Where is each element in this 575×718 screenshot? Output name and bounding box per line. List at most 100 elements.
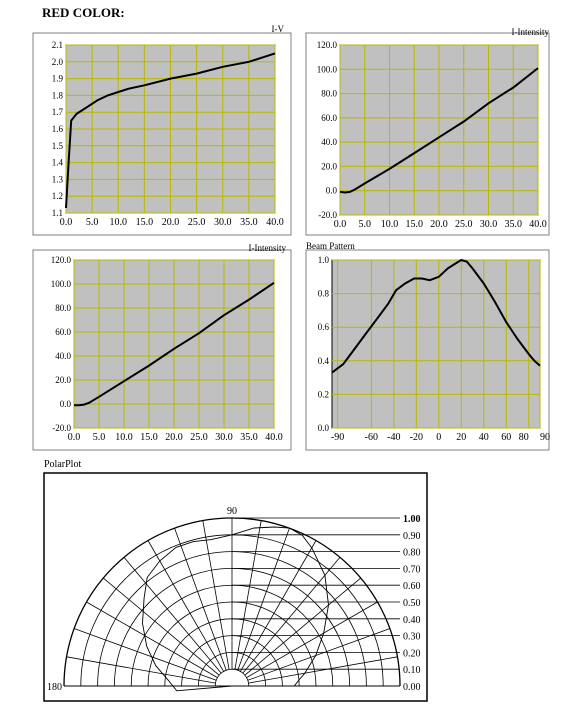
y-tick-label: 1.5 [52,141,64,151]
y-tick-label: 100.0 [51,279,72,289]
chart-title: Beam Pattern [306,241,355,251]
y-tick-label: 0.6 [318,322,330,332]
polar-spoke [202,520,230,670]
y-tick-label: 1.8 [52,90,64,100]
chart-title: I-V [272,24,285,34]
radial-label: 0.40 [403,615,421,626]
y-tick-label: 1.1 [52,208,63,218]
angle-label: 90 [227,506,237,517]
polar-spoke [242,557,341,674]
plot-area [331,259,541,429]
y-tick-label: 120.0 [51,255,72,265]
polar-spoke [86,601,218,678]
chart-title: PolarPlot [44,459,81,470]
y-tick-label: 120.0 [317,40,338,50]
x-tick-label: 30.0 [480,219,498,230]
chart-4: -90 -60 -40 -20 0 20 40 60 80 90 0.0 0.2 0.4 0.6 0.8 1.… [305,241,550,451]
x-tick-label: 15.0 [140,432,158,443]
y-tick-label: 1.6 [52,124,64,134]
x-tick-label: 25.0 [190,432,208,443]
polar-spoke [147,540,224,672]
chart-2: 0.0 5.0 10.0 15.0 20.0 25.0 30.0 35.0 40.0-20.00… [305,27,550,236]
x-tick-label: -40 [387,432,400,443]
x-tick-label: 20.0 [430,219,448,230]
y-tick-label: 0.8 [318,289,330,299]
y-tick-label: 20.0 [55,375,71,385]
x-tick-label: 5.0 [359,219,372,230]
radial-label: 0.90 [403,531,421,542]
x-tick-label: 35.0 [240,217,258,228]
x-tick-label: 80 [519,432,529,443]
angle-label: 180 [47,682,62,693]
x-tick-label: -90 [331,432,344,443]
y-tick-label: 0.0 [326,186,338,196]
x-tick-label: 30.0 [214,217,232,228]
polar-spoke [240,540,317,672]
y-tick-label: 0.2 [318,389,329,399]
y-tick-label: 0.0 [60,399,72,409]
polar-spoke [234,520,262,670]
x-tick-label: 60 [501,432,511,443]
x-tick-label: 25.0 [455,219,473,230]
polar-chart: PolarPlot 1.00 0.90 0.80 0.70 0.60 0.50 0.40 0.3… [43,459,428,702]
x-tick-label: 10.0 [115,432,133,443]
radial-label: 0.30 [403,632,421,643]
y-tick-label: 1.3 [52,174,64,184]
x-tick-label: 15.0 [136,217,154,228]
radial-label: 1.00 [403,514,421,525]
polar-spoke [244,577,361,676]
polar-series [142,526,329,692]
x-tick-label: 15.0 [406,219,424,230]
x-tick-label: 20.0 [165,432,183,443]
x-tick-label: 10.0 [110,217,128,228]
y-tick-label: -20.0 [318,210,337,220]
y-tick-label: 2.0 [52,57,64,67]
chart-title: I-Intensity [249,243,287,253]
x-tick-label: 10.0 [381,219,399,230]
y-tick-label: 60.0 [321,113,337,123]
x-tick-label: 0.0 [68,432,81,443]
y-tick-label: 60.0 [55,327,71,337]
radial-label: 0.60 [403,581,421,592]
polar-spoke [103,577,220,676]
y-tick-label: 100.0 [317,64,338,74]
radial-label: 0.70 [403,564,421,575]
x-tick-label: -60 [365,432,378,443]
x-tick-label: 0.0 [60,217,73,228]
x-tick-label: 40.0 [265,432,283,443]
x-tick-label: 5.0 [93,432,106,443]
x-tick-label: 40.0 [266,217,284,228]
y-tick-label: 40.0 [321,137,337,147]
x-tick-label: 40.0 [529,219,547,230]
y-tick-label: 0.4 [318,356,330,366]
y-tick-label: 40.0 [55,351,71,361]
y-tick-label: -20.0 [52,423,71,433]
y-tick-label: 1.0 [318,255,330,265]
x-tick-label: 35.0 [505,219,523,230]
series-line [65,52,276,209]
series-line [331,258,541,374]
y-tick-label: 1.4 [52,158,64,168]
chart-1: 0.0 5.0 10.0 15.0 20.0 25.0 30.0 35.0 40.0 1.1 1.2… [32,24,292,236]
y-tick-label: 2.1 [52,40,63,50]
y-tick-label: 1.2 [52,191,63,201]
polar-spoke [246,601,378,678]
x-tick-label: 20 [456,432,466,443]
radial-label: 0.00 [403,682,421,693]
polar-spoke [247,628,391,681]
x-tick-label: 0 [436,432,441,443]
y-tick-label: 20.0 [321,161,337,171]
radial-label: 0.80 [403,548,421,559]
y-tick-label: 80.0 [321,89,337,99]
x-tick-label: -20 [410,432,423,443]
y-tick-label: 1.9 [52,74,64,84]
polar-spoke [73,628,217,681]
polar-spoke [248,656,398,684]
radial-label: 0.10 [403,665,421,676]
chart-3: 0.0 5.0 10.0 15.0 20.0 25.0 30.0 35.0 40.0-20.00… [32,243,292,451]
page-title: RED COLOR: [42,5,125,20]
y-tick-label: 80.0 [55,303,71,313]
x-tick-label: 30.0 [215,432,233,443]
x-tick-label: 0.0 [334,219,347,230]
